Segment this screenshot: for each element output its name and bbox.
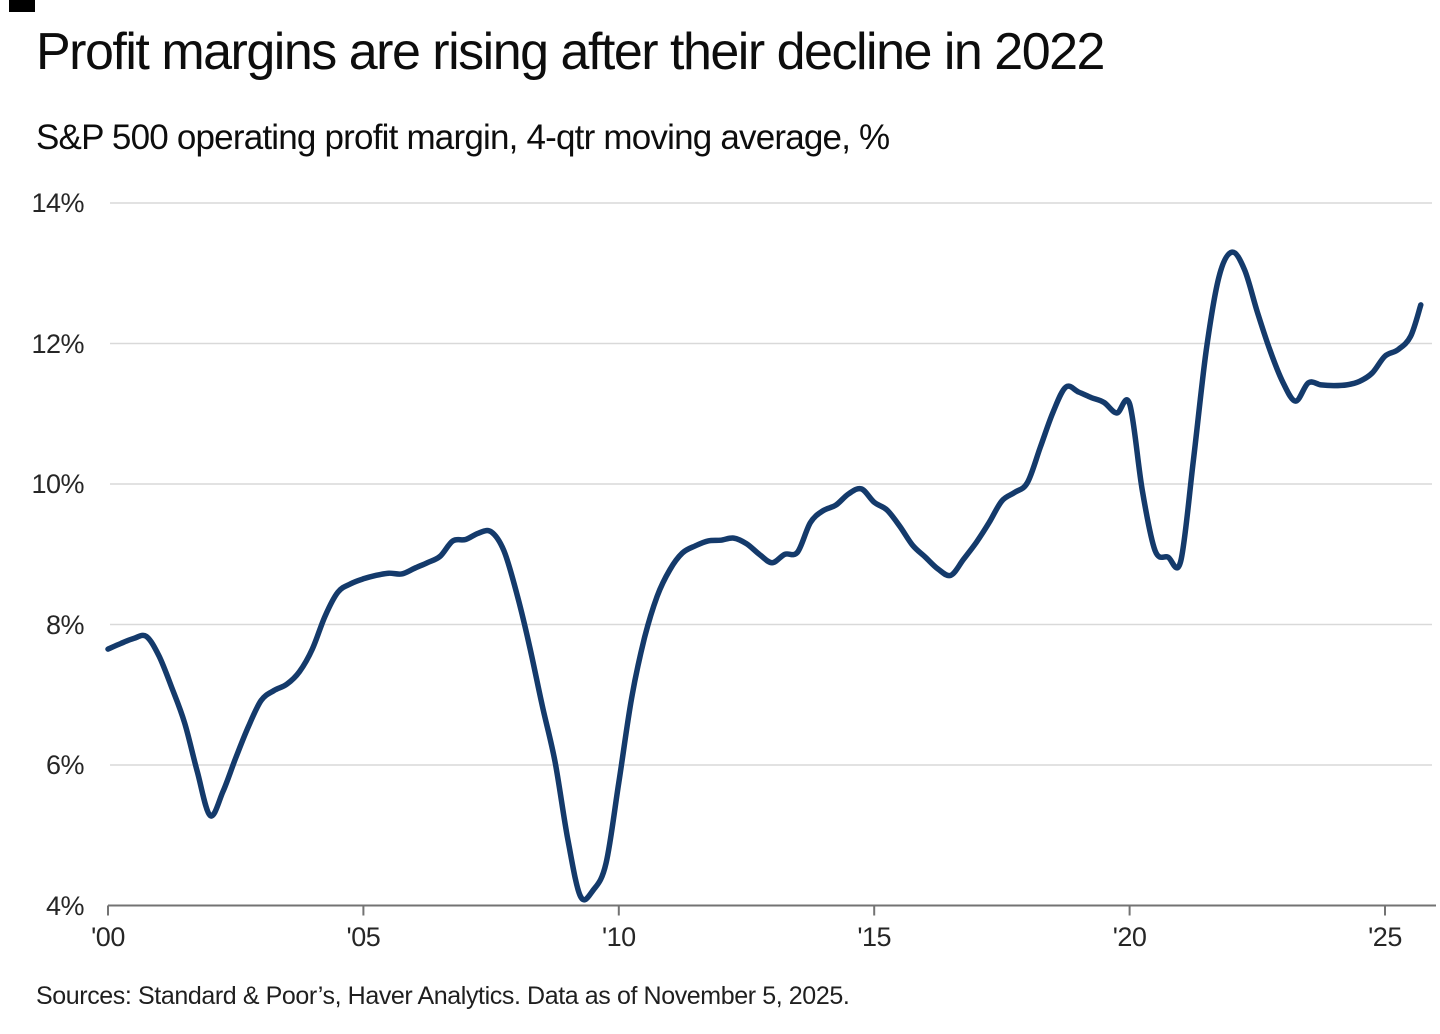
y-axis-label: 12% — [31, 328, 84, 359]
x-axis-label: '20 — [1112, 922, 1147, 952]
y-axis-label: 6% — [45, 750, 85, 780]
y-axis-label: 10% — [31, 469, 84, 499]
profit-margin-series-line — [105, 249, 1424, 903]
x-axis-label: '10 — [601, 922, 636, 952]
top-left-marker — [9, 0, 35, 12]
x-axis-label: '05 — [346, 922, 381, 952]
y-axis-label: 8% — [45, 609, 85, 640]
chart-subtitle: S&P 500 operating profit margin, 4-qtr m… — [36, 118, 890, 157]
x-axis-label: '15 — [857, 922, 892, 952]
y-axis-label: 4% — [45, 890, 85, 921]
x-axis-label: '00 — [91, 922, 125, 952]
chart-title: Profit margins are rising after their de… — [36, 23, 1105, 81]
source-note: Sources: Standard & Poor’s, Haver Analyt… — [36, 982, 850, 1010]
y-axis-label: 14% — [31, 188, 84, 218]
x-axis-label: '25 — [1368, 922, 1402, 952]
